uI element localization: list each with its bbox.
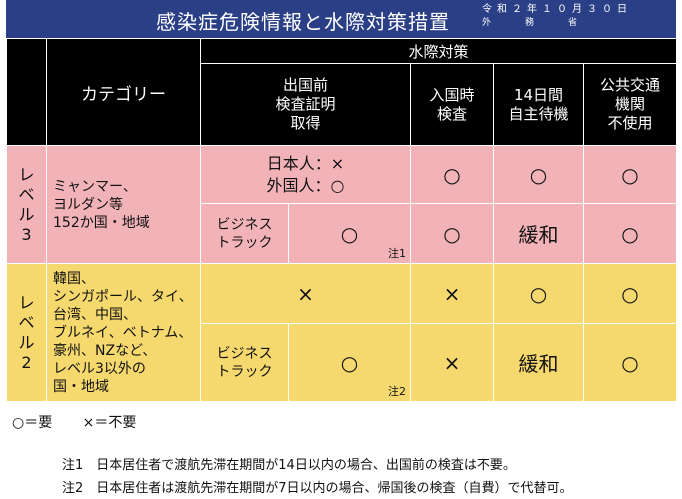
ministry-label: 外務省 (482, 18, 612, 28)
level2-pretest-general: × (200, 263, 411, 324)
level3-category: ミャンマー、 ヨルダン等 152か国・地域 (46, 145, 201, 264)
legend-required: ○＝要 (12, 415, 53, 431)
level3-14day-general: ○ (493, 145, 584, 204)
level3-entry-general: ○ (410, 145, 494, 204)
level2-label: レ ベ ル 2 (6, 263, 47, 402)
measures-table: カテゴリー 水際対策 出国前 検査証明 取得 入国時 検査 14日間 自主待機 … (6, 38, 677, 402)
corner-header (6, 38, 47, 146)
quarantine-14day-header: 14日間 自主待機 (493, 63, 584, 146)
level2-entry-general: × (410, 263, 494, 324)
footnote-2: 注2 日本居住者は渡航先滞在期間が7日以内の場合、帰国後の検査（自費）で代替可。 (62, 481, 573, 496)
level3-label: レ ベ ル 3 (6, 145, 47, 264)
note2-ref: 注2 (388, 385, 406, 398)
date-label: 令和２年１０月３０日 (482, 4, 632, 15)
level2-category: 韓国、 シンガポール、タイ、 台湾、中国、 ブルネイ、ベトナム、 豪州、NZなど… (46, 263, 201, 402)
title-bar: 感染症危険情報と水際対策措置 令和２年１０月３０日 外務省 (6, 0, 676, 38)
level3-pretest-business: ○ 注1 (288, 203, 411, 264)
water-measures-header: 水際対策 (200, 38, 677, 64)
pretest-header: 出国前 検査証明 取得 (200, 63, 411, 146)
entry-test-header: 入国時 検査 (410, 63, 494, 146)
infographic: 感染症危険情報と水際対策措置 令和２年１０月３０日 外務省 カテゴリー 水際対策… (6, 0, 677, 499)
note1-ref: 注1 (388, 247, 406, 260)
level2-business-track-label: ビジネス トラック (200, 323, 289, 402)
level2-entry-business: × (410, 323, 494, 402)
category-header: カテゴリー (46, 38, 201, 146)
page-title: 感染症危険情報と水際対策措置 (156, 10, 450, 34)
level2-14day-general: ○ (493, 263, 584, 324)
level3-14day-business: 緩和 (493, 203, 584, 264)
level3-business-track-label: ビジネス トラック (200, 203, 289, 264)
level3-pretest-general: 日本人：× 外国人：○ (200, 145, 411, 204)
public-transit-header: 公共交通 機関 不使用 (583, 63, 677, 146)
level2-transit-business: ○ (583, 323, 677, 402)
level2-transit-general: ○ (583, 263, 677, 324)
level2-pretest-business: ○ 注2 (288, 323, 411, 402)
level3-entry-business: ○ (410, 203, 494, 264)
legend: ○＝要 ×＝不要 (12, 412, 162, 432)
level3-transit-business: ○ (583, 203, 677, 264)
level3-transit-general: ○ (583, 145, 677, 204)
legend-not-required: ×＝不要 (82, 415, 137, 431)
level2-14day-business: 緩和 (493, 323, 584, 402)
footnote-1: 注1 日本居住者で渡航先滞在期間が14日以内の場合、出国前の検査は不要。 (62, 458, 516, 473)
